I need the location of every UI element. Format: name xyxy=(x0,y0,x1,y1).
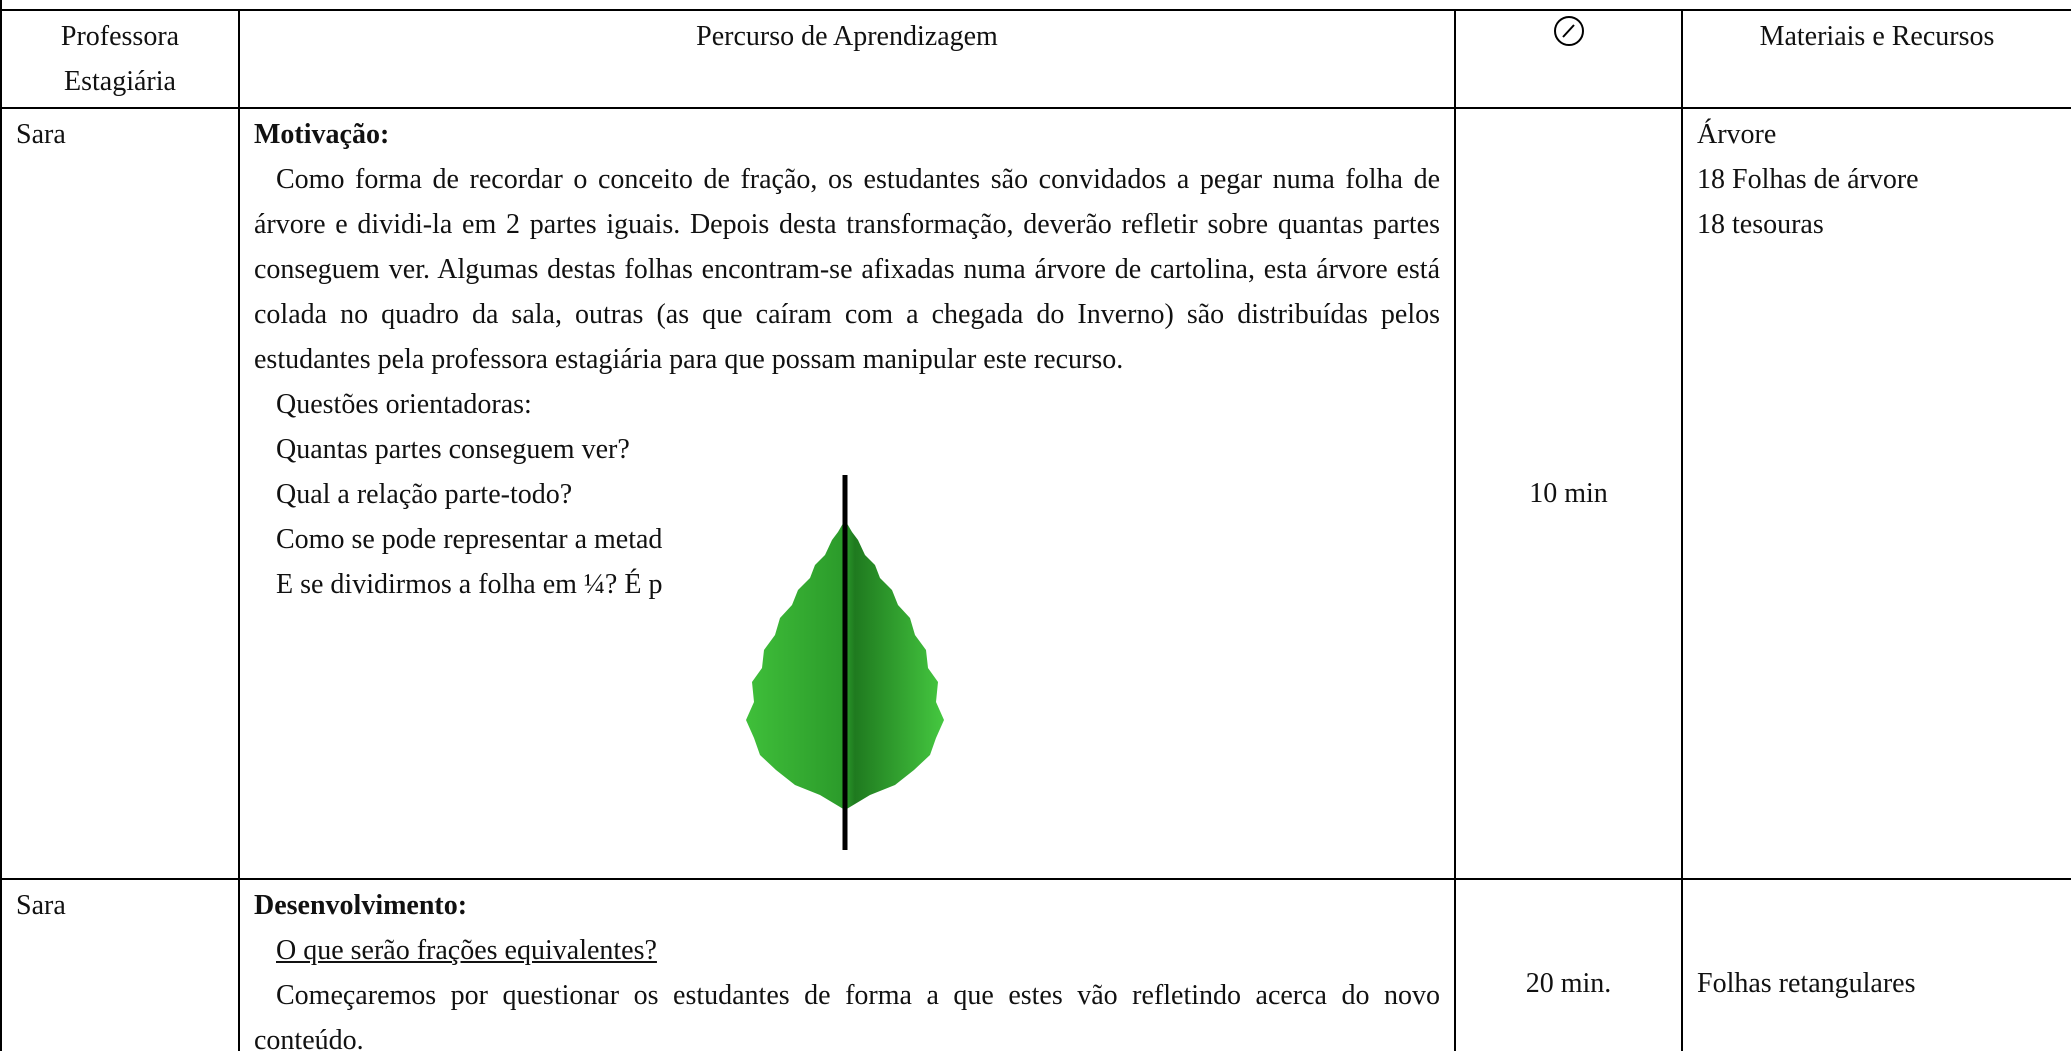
subtitle: O que serão frações equivalentes? xyxy=(276,935,657,966)
header-cell: Percurso de Aprendizagem xyxy=(238,9,1456,109)
header-cell xyxy=(1454,9,1683,109)
paragraph: Questões orientadoras: xyxy=(276,389,532,420)
question: Como se pode representar a metad xyxy=(276,524,663,555)
time-cell: 20 min. xyxy=(1454,878,1683,1051)
teacher-cell: Sara xyxy=(0,878,240,1051)
header-cell: Materiais e Recursos xyxy=(1681,9,2071,109)
material: Árvore xyxy=(1697,119,1777,150)
header-cell: Professora Estagiária xyxy=(0,9,240,109)
row: Sara Motivação: Como forma de recordar o… xyxy=(0,107,2071,880)
lesson-table: Professora Estagiária Percurso de Aprend… xyxy=(0,9,2071,1051)
border xyxy=(0,0,2,10)
materials-cell: Árvore 18 Folhas de árvore 18 tesouras xyxy=(1681,107,2071,880)
question: Qual a relação parte-todo? xyxy=(276,479,573,510)
header-row: Professora Estagiária Percurso de Aprend… xyxy=(0,9,2071,109)
section-title: Desenvolvimento: xyxy=(254,890,468,921)
leaf-image xyxy=(746,475,944,850)
path-cell: Desenvolvimento: O que serão frações equ… xyxy=(238,878,1456,1051)
question: Quantas partes conseguem ver? xyxy=(276,434,630,465)
teacher-cell: Sara xyxy=(0,107,240,880)
material: Folhas retangulares xyxy=(1697,967,1916,999)
material: 18 Folhas de árvore xyxy=(1697,164,1919,195)
paragraph: Como forma de recordar o conceito de fra… xyxy=(254,164,1440,375)
paragraph: Começaremos por questionar os estudantes… xyxy=(254,980,1440,1051)
section-title: Motivação: xyxy=(254,119,390,150)
clock-icon xyxy=(1553,16,1584,46)
materials-cell: Folhas retangulares xyxy=(1681,878,2071,1051)
row: Sara Desenvolvimento: O que serão fraçõe… xyxy=(0,878,2071,1051)
material: 18 tesouras xyxy=(1697,209,1824,240)
time-cell: 10 min xyxy=(1454,107,1683,880)
question: E se dividirmos a folha em ¼? É p xyxy=(276,569,663,600)
